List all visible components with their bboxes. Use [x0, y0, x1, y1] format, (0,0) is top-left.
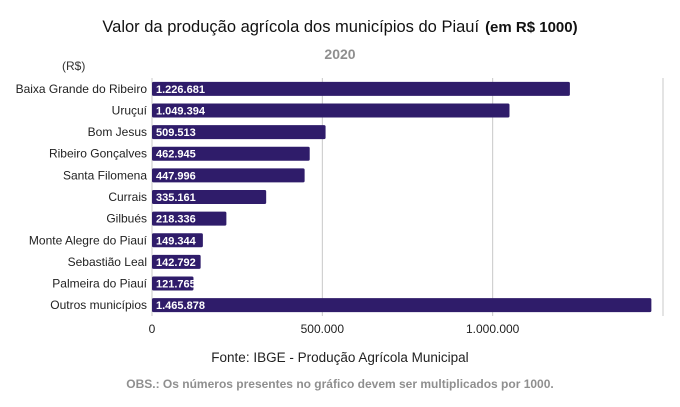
x-tick-label: 500.000 — [301, 322, 345, 336]
data-label: 1.226.681 — [156, 84, 205, 96]
data-label: 509.513 — [156, 127, 196, 139]
category-label: Monte Alegre do Piauí — [29, 233, 148, 247]
bar — [152, 125, 326, 140]
chart-title: Valor da produção agrícola dos município… — [0, 18, 680, 37]
bar — [152, 81, 570, 96]
bar — [152, 168, 305, 183]
bar — [152, 298, 652, 313]
bar — [152, 103, 510, 118]
data-label: 142.792 — [156, 257, 196, 269]
category-label: Santa Filomena — [63, 168, 147, 182]
chart-subtitle: 2020 — [324, 46, 356, 62]
category-label: Outros municípios — [50, 298, 147, 312]
chart-title-text: Valor da produção agrícola dos município… — [102, 18, 480, 36]
data-label: 447.996 — [156, 170, 196, 182]
data-label: 149.344 — [156, 235, 197, 247]
source-note: Fonte: IBGE - Produção Agrícola Municipa… — [211, 350, 469, 365]
data-label: 1.465.878 — [156, 300, 205, 312]
data-label: 462.945 — [156, 149, 196, 161]
category-label: Ribeiro Gonçalves — [49, 147, 147, 161]
unit-label: (R$) — [62, 59, 86, 73]
bar — [152, 211, 227, 226]
category-label: Palmeira do Piauí — [52, 277, 147, 291]
category-label: Bom Jesus — [88, 125, 147, 139]
x-tick-label: 1.000.000 — [466, 322, 520, 336]
bar — [152, 146, 310, 161]
data-label: 121.765 — [156, 279, 196, 291]
chart-title-unit: (em R$ 1000) — [485, 19, 578, 36]
category-label: Uruçuí — [112, 103, 148, 117]
category-label: Baixa Grande do Ribeiro — [16, 82, 148, 96]
category-label: Gilbués — [106, 212, 147, 226]
bar-chart: 0 500.000 1.000.000 Baixa Grande do Ribeiro… — [16, 78, 664, 336]
obs-note: OBS.: Os números presentes no gráfico de… — [126, 377, 554, 391]
bar — [152, 276, 194, 291]
data-label: 335.161 — [156, 192, 196, 204]
category-label: Sebastião Leal — [68, 255, 147, 269]
category-label: Currais — [108, 190, 147, 204]
data-label: 218.336 — [156, 214, 196, 226]
bar — [152, 190, 267, 204]
x-tick-label: 0 — [149, 322, 156, 336]
data-label: 1.049.394 — [156, 105, 206, 117]
bar — [152, 254, 201, 269]
bar — [152, 233, 203, 248]
